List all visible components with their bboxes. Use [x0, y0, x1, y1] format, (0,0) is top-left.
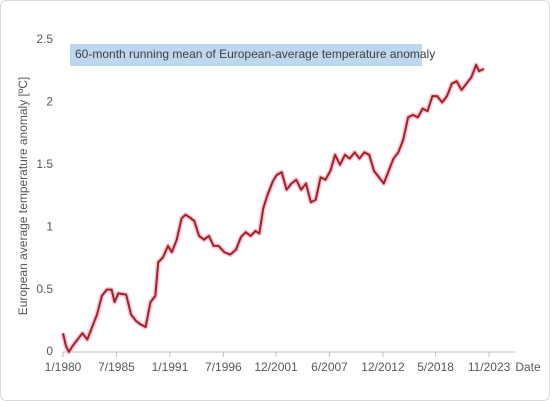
y-tick-label: 1 [46, 219, 53, 233]
x-tick-label: 7/1996 [205, 360, 242, 374]
y-tick-label: 0.5 [36, 282, 53, 296]
title-box [70, 44, 422, 66]
x-tick-label: 6/2007 [311, 360, 348, 374]
x-tick-label: 12/2012 [361, 360, 405, 374]
line [62, 63, 485, 353]
x-tick-label: 7/1985 [98, 360, 135, 374]
x-tick-label: 1/1980 [45, 360, 82, 374]
chart-title: 60-month running mean of European-averag… [75, 47, 435, 61]
y-tick-label: 0 [46, 344, 53, 358]
x-tick-label: 1/1991 [152, 360, 189, 374]
y-axis-label: European average temperature anomaly [ºC… [16, 77, 30, 316]
x-tick-label: 5/2018 [417, 360, 454, 374]
x-tick-label: 11/2023 [468, 360, 511, 374]
y-tick-label: 1.5 [36, 157, 53, 171]
y-tick-label: 2.5 [36, 32, 53, 46]
x-axis-label: Date [515, 360, 541, 374]
x-tick-label: 12/2001 [254, 360, 298, 374]
y-tick-label: 2 [46, 95, 53, 109]
